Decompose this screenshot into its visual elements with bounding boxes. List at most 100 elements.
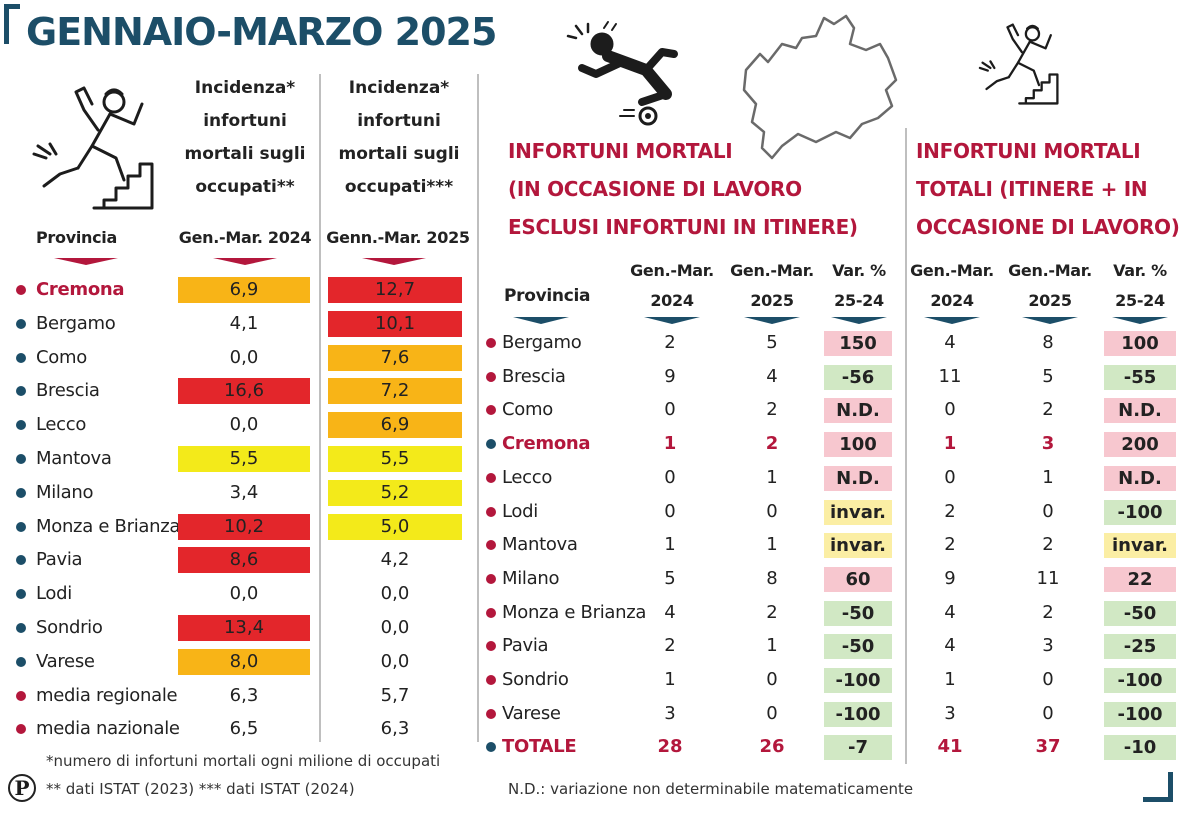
s1-2024-count: 0: [664, 500, 676, 522]
s1-variation-value: N.D.: [824, 465, 892, 491]
table-row: Monza e Brianza 10,2 5,0: [0, 510, 476, 544]
s2-variation-value: 22: [1104, 566, 1176, 592]
s1-2025-count: 26: [759, 736, 785, 758]
incidence-2024-value: 13,4: [178, 615, 310, 641]
province-name: Milano: [36, 481, 94, 503]
section-2-title: INFORTUNI MORTALI TOTALI (ITINERE + IN O…: [916, 132, 1180, 246]
s2-2025-count: 0: [1042, 702, 1054, 724]
s2-2025-count: 0: [1042, 669, 1054, 690]
section-2-title-line: OCCASIONE DI LAVORO): [916, 215, 1180, 239]
table-row: Cremona 1 2 1 3 100 200: [480, 427, 1186, 461]
province-name: Pavia: [36, 549, 83, 571]
s1-col-2024-header: Gen.-Mar. 2024: [622, 256, 722, 316]
incidence-2025-value: 6,3: [380, 718, 410, 740]
s1-2025-count: 5: [766, 332, 778, 353]
province-name: Lecco: [502, 466, 553, 488]
province-name: Lodi: [502, 500, 538, 522]
incidence-2025-value: 5,2: [328, 479, 462, 506]
incidence-2024-value: 6,9: [178, 277, 310, 303]
s2-2025-count: 5: [1042, 365, 1054, 387]
s1-col-var-header: Var. % 25-24: [818, 256, 900, 316]
s2-variation-value: -100: [1104, 668, 1176, 693]
incidence-2025-value: 0,0: [380, 650, 410, 672]
province-name: TOTALE: [502, 736, 577, 758]
s2-2025-count: 0: [1042, 500, 1054, 522]
s2-2024-count: 11: [938, 365, 962, 387]
row-bullet: [16, 690, 26, 701]
left-province-header: Provincia: [36, 228, 117, 247]
table-row: Lodi 0,0 0,0: [0, 577, 476, 611]
province-name: media regionale: [36, 684, 178, 706]
s1-2025-count: 0: [766, 669, 778, 690]
incidence-2025-value: 7,6: [328, 344, 462, 371]
table-row: media regionale 6,3 5,7: [0, 679, 476, 713]
province-name: Milano: [502, 567, 560, 589]
s2-variation-value: 200: [1104, 432, 1176, 458]
row-bullet: [16, 386, 26, 397]
table-row: Pavia 2 1 4 3 -50 -25: [480, 629, 1186, 663]
incidence-2025-value: 4,2: [380, 549, 410, 571]
s1-variation-value: -56: [824, 364, 892, 390]
row-bullet: [16, 555, 26, 566]
table-row: Cremona 6,9 12,7: [0, 273, 476, 307]
left-column-divider: [319, 74, 321, 742]
s2-2024-count: 1: [944, 669, 956, 690]
s1-2025-count: 0: [766, 500, 778, 522]
table-row: Lecco 0,0 6,9: [0, 408, 476, 442]
section-1-title-line: ESCLUSI INFORTUNI IN ITINERE): [508, 215, 858, 239]
incidence-2025-value: 0,0: [380, 583, 410, 605]
incidence-2024-value: 0,0: [229, 414, 259, 436]
s2-2025-count: 2: [1042, 601, 1054, 623]
left-col-2024-title-line: Incidenza*: [194, 78, 296, 98]
s1-variation-value: 150: [824, 331, 892, 356]
row-bullet: [16, 352, 26, 363]
s2-2024-count: 4: [944, 635, 956, 657]
s1-variation-value: -7: [824, 735, 892, 761]
left-col-2025-title-line: Incidenza*: [348, 78, 450, 98]
s1-col-2025-header: Gen.-Mar. 2025: [722, 256, 822, 316]
s1-2024-count: 2: [664, 332, 676, 353]
s1-2025-count: 0: [766, 702, 778, 724]
bottom-corner-mark: [1143, 772, 1173, 802]
table-row: Sondrio 13,4 0,0: [0, 611, 476, 645]
s2-2025-count: 3: [1042, 635, 1054, 657]
s1-2025-count: 2: [765, 433, 779, 455]
row-bullet: [16, 454, 26, 464]
s1-col-2024-header-line: Gen.-Mar.: [630, 261, 714, 280]
table-row: Lecco 0 1 0 1 N.D. N.D.: [480, 461, 1186, 495]
left-period-2024: Gen.-Mar. 2024: [178, 228, 312, 247]
s2-variation-value: invar.: [1104, 533, 1176, 559]
worker-falling-from-stairs-icon: [24, 84, 160, 222]
incidence-2024-value: 6,3: [229, 684, 259, 706]
right-province-header: Provincia: [504, 286, 591, 306]
s1-2025-count: 1: [766, 635, 778, 657]
left-col-2024-title-line: occupati**: [195, 177, 295, 197]
table-row: Milano 5 8 9 11 60 22: [480, 562, 1186, 596]
row-bullet: [486, 742, 496, 753]
s2-2024-count: 0: [944, 399, 956, 421]
s2-col-2024-header-line: 2024: [930, 291, 974, 310]
s1-2025-count: 4: [766, 365, 778, 387]
s1-col-2025-header-line: Gen.-Mar.: [730, 261, 814, 280]
s2-col-2025-header-line: 2025: [1028, 291, 1072, 310]
s1-variation-value: -100: [824, 668, 892, 693]
table-row: Como 0,0 7,6: [0, 341, 476, 375]
s1-2024-count: 28: [657, 736, 683, 758]
table-row: Bergamo 4,1 10,1: [0, 307, 476, 341]
row-bullet: [486, 506, 496, 517]
s2-2024-count: 3: [944, 702, 956, 724]
section-2-title-line: INFORTUNI MORTALI: [916, 139, 1141, 163]
row-bullet: [16, 589, 26, 600]
incidence-2024-value: 5,5: [178, 446, 310, 472]
table-row: Varese 8,0 0,0: [0, 645, 476, 679]
row-bullet: [16, 487, 26, 498]
s1-2024-count: 0: [664, 399, 676, 421]
table-row: Pavia 8,6 4,2: [0, 543, 476, 577]
s2-2025-count: 2: [1042, 534, 1054, 556]
right-section-divider: [905, 128, 907, 764]
s1-2024-count: 0: [664, 466, 676, 488]
row-bullet: [486, 338, 496, 348]
s2-variation-value: -100: [1104, 499, 1176, 525]
footnote-nd: N.D.: variazione non determinabile matem…: [508, 780, 914, 798]
s1-2024-count: 9: [664, 365, 676, 387]
